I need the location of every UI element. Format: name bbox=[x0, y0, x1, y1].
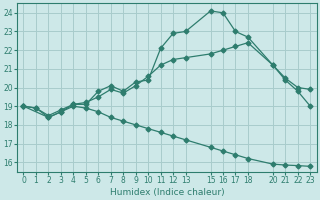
X-axis label: Humidex (Indice chaleur): Humidex (Indice chaleur) bbox=[109, 188, 224, 197]
